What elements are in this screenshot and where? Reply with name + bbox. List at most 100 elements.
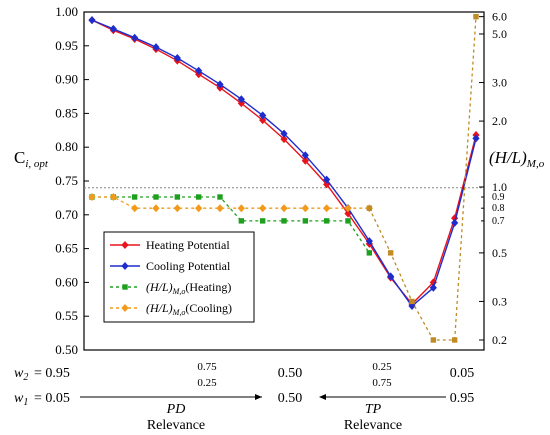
marker-square — [451, 337, 458, 343]
marker-square — [238, 218, 245, 224]
y-left-label-sub: i, opt — [25, 158, 49, 170]
w1-label: 0.95 — [450, 391, 475, 406]
left-tick-label: 0.85 — [55, 105, 78, 120]
marker-diamond — [280, 135, 288, 144]
marker-square — [409, 298, 415, 305]
marker-square — [122, 284, 128, 290]
marker-square — [473, 13, 479, 20]
marker-diamond — [152, 43, 160, 52]
marker-diamond — [323, 180, 331, 189]
marker-diamond — [301, 204, 309, 213]
weight-symbol: w1 — [14, 391, 28, 408]
marker-square — [366, 205, 373, 211]
marker-diamond — [280, 204, 288, 213]
relevance-abbr: TP — [365, 402, 382, 417]
right-minor-tick-label: 0.9 — [492, 192, 505, 203]
legend-entry-label: Heating Potential — [146, 238, 230, 252]
weight-symbol: w2 — [14, 366, 28, 383]
marker-diamond — [237, 204, 245, 213]
marker-square — [430, 337, 437, 343]
legend-box — [103, 231, 255, 323]
marker-diamond — [365, 237, 373, 246]
marker-square — [345, 218, 351, 224]
marker-square — [387, 250, 394, 256]
y-right-label-sub: M,o — [526, 158, 545, 170]
relevance-abbr: PD — [166, 402, 186, 417]
w2-first-value: = 0.95 — [34, 366, 70, 381]
series-1 — [88, 16, 480, 311]
w2-label: 0.05 — [450, 366, 475, 381]
legend-entry-label: (H/L)M,o(Cooling) — [146, 301, 232, 317]
marker-diamond — [173, 204, 181, 213]
marker-diamond — [195, 204, 203, 213]
series-line — [368, 16, 477, 341]
w1-label: 0.75 — [372, 377, 392, 389]
left-tick-label: 0.60 — [55, 274, 78, 289]
marker-diamond — [323, 175, 331, 184]
series-line — [92, 196, 370, 254]
right-minor-tick-label: 0.8 — [492, 203, 505, 214]
marker-diamond — [216, 204, 224, 213]
marker-diamond — [88, 16, 96, 25]
marker-diamond — [216, 80, 224, 89]
marker-diamond — [472, 134, 480, 143]
left-axis-ticks: 0.50 0.55 0.60 0.65 0.70 0.75 0.80 0.85 0.90 0.95… — [55, 4, 89, 357]
marker-diamond — [152, 204, 160, 213]
marker-diamond — [109, 192, 117, 201]
right-tick-label: 3.0 — [492, 76, 507, 90]
left-tick-label: 0.75 — [55, 173, 78, 188]
left-tick-label: 0.95 — [55, 38, 78, 53]
series-3 — [88, 192, 373, 213]
marker-diamond — [121, 241, 129, 249]
marker-diamond — [387, 272, 395, 281]
y-right-label-main: (H/L) — [489, 148, 527, 167]
marker-square — [174, 194, 181, 200]
w1-first-value: = 0.05 — [34, 391, 70, 406]
marker-diamond — [131, 204, 139, 213]
marker-diamond — [280, 129, 288, 138]
w1-label: 0.50 — [278, 391, 303, 406]
marker-square — [217, 194, 223, 200]
marker-diamond — [301, 151, 309, 160]
right-tick-label: 5.0 — [492, 27, 507, 41]
right-tick-label: 2.0 — [492, 114, 507, 128]
y-right-axis-title: (H/L)M,o — [489, 148, 545, 170]
marker-diamond — [323, 204, 331, 213]
left-tick-label: 0.70 — [55, 207, 78, 222]
marker-diamond — [259, 111, 267, 120]
left-tick-label: 1.00 — [55, 4, 78, 19]
marker-diamond — [121, 262, 129, 270]
left-tick-label: 0.65 — [55, 241, 78, 256]
x-weight-labels: w2 w1 = 0.95 = 0.05 0.75 0.25 0.50 0.50 0.25 0.75… — [14, 361, 474, 433]
marker-square — [131, 194, 138, 200]
marker-diamond — [344, 204, 352, 213]
marker-square — [195, 194, 202, 200]
marker-diamond — [195, 66, 203, 75]
right-tick-label: 6.0 — [492, 10, 507, 24]
w2-label: 0.75 — [197, 361, 217, 373]
marker-square — [366, 250, 373, 256]
right-tick-label: 0.2 — [492, 333, 507, 347]
marker-square — [281, 218, 287, 224]
marker-diamond — [301, 156, 309, 165]
series-layer — [88, 13, 480, 343]
right-axis-ticks: 0.2 0.3 0.5 1.0 2.0 3.0 5.0 6.0 0.90.8 0.7 — [479, 10, 507, 347]
marker-diamond — [121, 304, 129, 312]
right-tick-label: 1.0 — [492, 180, 507, 194]
marker-diamond — [451, 214, 459, 223]
left-tick-label: 0.55 — [55, 308, 78, 323]
marker-diamond — [259, 116, 267, 125]
w1-label: 0.25 — [197, 377, 217, 389]
legend-entry-label: (H/L)M,o(Heating) — [146, 280, 231, 296]
marker-square — [302, 218, 309, 224]
marker-diamond — [451, 218, 459, 227]
marker-square — [153, 194, 159, 200]
legend-entry-label: Cooling Potential — [146, 259, 231, 273]
right-minor-tick-label: 0.7 — [492, 216, 505, 227]
marker-diamond — [131, 33, 139, 42]
marker-diamond — [88, 192, 96, 201]
y-left-axis-title: Ci, opt — [14, 148, 49, 170]
series-4 — [366, 13, 479, 343]
left-tick-label: 0.50 — [55, 342, 78, 357]
